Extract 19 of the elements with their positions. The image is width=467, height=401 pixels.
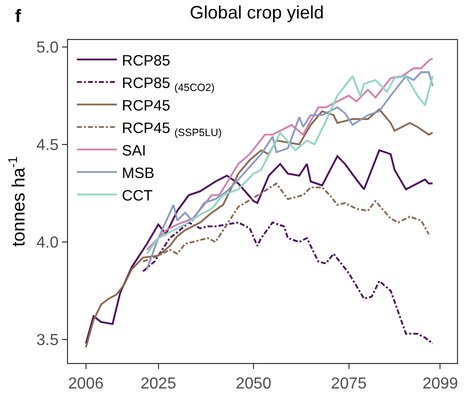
y-tick-label: 4.5 [36, 137, 59, 154]
y-tick-label: 4.0 [36, 234, 59, 252]
y-tick-label: 3.5 [36, 332, 59, 350]
x-tick-label: 2050 [236, 375, 272, 392]
legend-label: RCP85 [122, 52, 170, 70]
legend-label: RCP85 $_{(45CO2)}$ [122, 74, 215, 94]
legend-label: MSB [122, 164, 154, 182]
line-series [142, 222, 434, 344]
x-tick-label: 2099 [422, 375, 458, 392]
legend-label: SAI [122, 142, 146, 160]
chart-title: Global crop yield [190, 2, 324, 23]
legend-label: CCT [122, 187, 153, 204]
x-tick-label: 2025 [140, 375, 176, 392]
text: f [15, 6, 22, 26]
x-tick-label: 2006 [68, 375, 104, 392]
y-tick-label: 5.0 [36, 39, 59, 56]
legend-label: RCP45 $_{(SSP5LU)}$ [122, 120, 222, 139]
x-tick-label: 2075 [331, 375, 367, 392]
legend-label: RCP45 [122, 97, 170, 114]
